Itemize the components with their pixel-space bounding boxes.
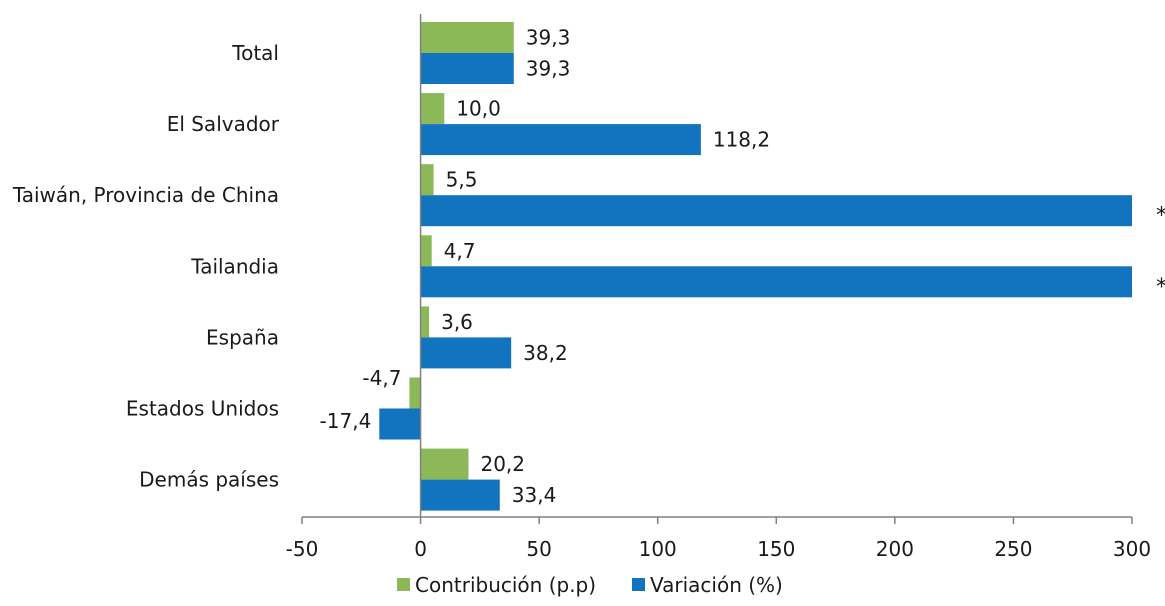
x-tick-label: 100 <box>639 537 677 561</box>
contribucion-value-label: -4,7 <box>362 366 401 390</box>
x-tick-label: 50 <box>526 537 551 561</box>
x-tick-label: 300 <box>1113 537 1151 561</box>
x-tick-label: 250 <box>994 537 1032 561</box>
contribucion-bar <box>409 377 421 409</box>
contribucion-bar <box>420 235 432 267</box>
contribucion-bar <box>420 306 430 338</box>
contribucion-value-label: 10,0 <box>456 97 501 121</box>
variacion-bar <box>420 53 514 84</box>
contribucion-bar <box>420 448 469 480</box>
x-tick-label: 200 <box>876 537 914 561</box>
legend: Contribución (p.p) Variación (%) <box>397 573 783 597</box>
variacion-value-label: 118,2 <box>713 128 770 152</box>
legend-swatch-contribucion <box>397 578 410 591</box>
contribucion-value-label: 4,7 <box>444 239 476 263</box>
contribucion-value-label: 3,6 <box>441 310 473 334</box>
category-label: Taiwán, Provincia de China <box>12 183 279 207</box>
category-label: España <box>206 325 279 349</box>
category-label: Estados Unidos <box>126 397 279 421</box>
contribucion-bar <box>420 22 514 53</box>
variacion-bar <box>420 124 701 156</box>
variacion-bar <box>420 337 512 369</box>
variacion-value-label: -17,4 <box>320 409 372 433</box>
contribucion-bar <box>420 164 434 196</box>
category-label: El Salvador <box>167 112 280 136</box>
contribucion-value-label: 39,3 <box>526 26 571 50</box>
category-label: Total <box>231 41 279 65</box>
bars-layer <box>379 22 1133 511</box>
variacion-bar <box>379 408 421 440</box>
contribucion-value-label: 5,5 <box>446 168 478 192</box>
legend-swatch-variacion <box>632 578 645 591</box>
category-label: Demás países <box>139 468 279 492</box>
contribucion-value-label: 20,2 <box>480 452 525 476</box>
variacion-value-label: 39,3 <box>526 57 571 81</box>
truncated-marker: * <box>1156 204 1165 229</box>
labels-layer: 39,3 39,3 Total 10,0 118,2 El Salvador 5,5 * Tai… <box>12 26 1165 508</box>
variacion-bar <box>420 479 500 511</box>
variacion-value-label: 33,4 <box>512 483 557 507</box>
variacion-value-label: 38,2 <box>523 341 568 365</box>
axes-layer: -50 0 50 100 150 200 250 300 <box>286 14 1151 561</box>
legend-label-variacion: Variación (%) <box>650 573 783 597</box>
truncated-marker: * <box>1156 275 1165 300</box>
x-tick-label: 0 <box>414 537 427 561</box>
legend-label-contribucion: Contribución (p.p) <box>415 573 596 597</box>
category-label: Tailandia <box>190 254 279 278</box>
x-tick-label: 150 <box>757 537 795 561</box>
variacion-bar <box>420 266 1133 298</box>
variacion-bar <box>420 195 1133 227</box>
x-tick-label: -50 <box>286 537 319 561</box>
contribucion-bar <box>420 93 445 125</box>
